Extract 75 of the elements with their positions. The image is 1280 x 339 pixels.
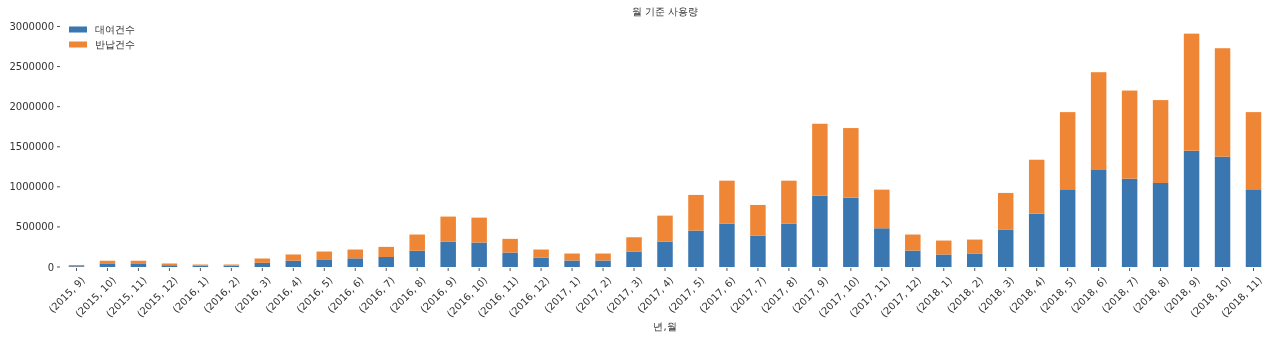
bar: [997, 192, 1014, 230]
bar: [471, 217, 487, 243]
bar: [502, 252, 518, 267]
y-tick-label: 2500000: [9, 61, 54, 73]
bar: [1214, 48, 1231, 157]
bar: [936, 240, 952, 255]
bar: [316, 259, 333, 267]
y-tick-label: 0: [47, 261, 54, 273]
bar: [1090, 72, 1107, 170]
bar: [378, 246, 394, 257]
bar: [254, 258, 271, 263]
bar: [347, 258, 363, 267]
y-tick-label: 1000000: [9, 181, 54, 193]
bar: [874, 228, 890, 267]
bar: [1090, 169, 1107, 267]
bar: [843, 197, 859, 267]
legend-label: 반납건수: [95, 39, 135, 50]
bar: [967, 253, 983, 267]
bar: [874, 189, 890, 229]
bar: [750, 204, 766, 236]
bar: [843, 128, 859, 198]
bar: [1121, 90, 1138, 179]
bar: [595, 253, 611, 261]
bar: [905, 250, 921, 267]
bar: [657, 241, 673, 267]
bar: [285, 254, 302, 261]
bar: [1245, 189, 1262, 267]
bar: [1183, 33, 1200, 151]
bar: [750, 235, 766, 267]
bar: [719, 223, 735, 267]
bar: [1121, 178, 1138, 267]
bar: [1028, 159, 1045, 214]
bar: [1059, 112, 1076, 190]
bar: [409, 250, 425, 267]
bar: [688, 230, 704, 267]
bar: [595, 260, 611, 267]
bar: [781, 223, 797, 267]
bar: [719, 180, 735, 224]
bar: [254, 262, 271, 267]
bar: [812, 123, 828, 196]
bar: [1183, 150, 1200, 267]
bar: [1245, 112, 1262, 190]
bar: [378, 256, 394, 267]
bar: [1059, 189, 1076, 267]
bar: [409, 234, 425, 251]
bar: [936, 254, 952, 267]
bar: [533, 257, 549, 267]
bar: [285, 260, 302, 267]
bar: [1152, 100, 1169, 183]
bar: [781, 180, 797, 224]
bar: [502, 238, 518, 253]
bar: [997, 229, 1014, 267]
y-tick-label: 500000: [15, 221, 54, 233]
bar: [1152, 182, 1169, 267]
x-axis-title: 년,월: [653, 321, 677, 332]
bar: [440, 216, 456, 242]
legend-label: 대여건수: [95, 24, 135, 35]
bar: [688, 194, 704, 231]
bar: [1214, 156, 1231, 267]
bar: [440, 241, 456, 267]
bar: [967, 239, 983, 254]
bar: [657, 215, 673, 242]
y-tick-label: 2000000: [9, 101, 54, 113]
chart-title: 월 기준 사용량: [631, 6, 699, 17]
y-tick-label: 3000000: [9, 21, 54, 32]
bar: [905, 234, 921, 251]
y-tick-label: 1500000: [9, 141, 54, 153]
bar: [533, 249, 549, 258]
bar: [626, 251, 642, 267]
bar: [812, 195, 828, 267]
bar: [626, 237, 642, 252]
bar: [564, 260, 580, 267]
bar: [1028, 213, 1045, 267]
bar: [564, 253, 580, 261]
bar: [471, 242, 487, 267]
